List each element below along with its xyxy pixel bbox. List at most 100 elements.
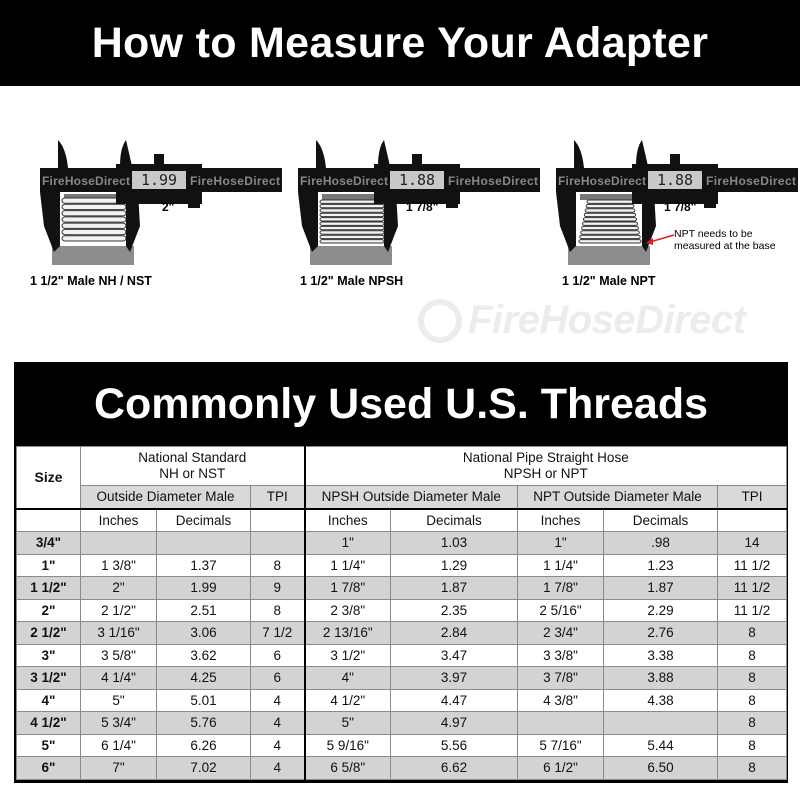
cell-npsh-inches: 4"	[303, 666, 392, 690]
table-row: 4" 5" 5.01 4 4 1/2" 4.47 4 3/8" 4.38 8	[16, 688, 788, 712]
cell-npt-tpi: 11 1/2	[717, 553, 788, 577]
moving-lower-jaw	[632, 192, 656, 252]
table-row: 2" 2 1/2" 2.51 8 2 3/8" 2.35 2 5/16" 2.29 11 1/2	[16, 598, 788, 622]
cell-npsh-inches: 4 1/2"	[303, 688, 392, 712]
thread-ridge	[61, 222, 127, 229]
fitting-base	[52, 246, 134, 265]
table-row: 3 1/2" 4 1/4" 4.25 6 4" 3.97 3 7/8" 3.88 8	[16, 666, 788, 690]
thread-ridge	[319, 217, 385, 222]
cell-npsh-inches: 1 7/8"	[303, 576, 392, 600]
cell-nh-tpi: 7 1/2	[249, 621, 306, 645]
cell-size: 4"	[16, 688, 81, 712]
cell-npsh-decimals: 1.29	[390, 553, 519, 577]
header-tpi-1: TPI	[249, 485, 306, 510]
brand-text-right: FireHoseDirect	[706, 174, 796, 188]
cell-npt-tpi: 8	[717, 688, 788, 712]
caliper-icon: 1.88 FireHoseDirect FireHoseDirect	[556, 140, 798, 265]
fixed-lower-jaw	[40, 192, 60, 252]
table-row: 3" 3 5/8" 3.62 6 3 1/2" 3.47 3 3/8" 3.38 8	[16, 643, 788, 667]
thread-ridge	[579, 234, 641, 240]
table-row: 1 1/2" 2" 1.99 9 1 7/8" 1.87 1 7/8" 1.87 11 1/2	[16, 576, 788, 600]
cell-size: 4 1/2"	[16, 711, 81, 735]
caption-npt: 1 1/2" Male NPT	[562, 274, 656, 288]
cell-nh-inches: 3 1/16"	[80, 621, 157, 645]
cell-npt-inches: 3 7/8"	[517, 666, 605, 690]
caption-npsh: 1 1/2" Male NPSH	[300, 274, 404, 288]
cell-npsh-inches: 1"	[303, 531, 392, 555]
caliper-npt: 1.88 FireHoseDirect FireHoseDirect 1 7/8…	[552, 136, 800, 271]
moving-upper-jaw	[120, 140, 132, 166]
display-reading: 1.88	[399, 171, 435, 189]
units-decimals: Decimals	[390, 508, 519, 532]
cell-npt-tpi: 8	[717, 643, 788, 667]
header-npsh-od: NPSH Outside Diameter Male	[303, 485, 519, 510]
fixed-upper-jaw	[574, 140, 584, 168]
fitting-top	[322, 194, 382, 200]
cell-npt-tpi: 11 1/2	[717, 598, 788, 622]
cell-npt-inches: 1 7/8"	[517, 576, 605, 600]
thread-ridge	[581, 225, 639, 231]
cell-npsh-inches: 6 5/8"	[303, 756, 392, 780]
thread-ridge	[586, 199, 634, 204]
cell-size: 5"	[16, 733, 81, 757]
table-row: 1" 1 3/8" 1.37 8 1 1/4" 1.29 1 1/4" 1.23 11 1/2	[16, 553, 788, 577]
cell-npt-inches: 3 3/8"	[517, 643, 605, 667]
units-blank	[249, 508, 306, 532]
cell-nh-inches: 7"	[80, 756, 157, 780]
cell-npt-inches: 1 1/4"	[517, 553, 605, 577]
threads-table-panel: Commonly Used U.S. Threads Size National…	[14, 362, 788, 783]
cell-npsh-inches: 2 3/8"	[303, 598, 392, 622]
cell-nh-tpi	[249, 531, 306, 555]
cell-npsh-decimals: 5.56	[390, 733, 519, 757]
fixed-upper-jaw	[58, 140, 68, 168]
fitting-base	[568, 246, 650, 265]
units-inches: Inches	[517, 508, 605, 532]
cell-nh-inches	[80, 531, 157, 555]
cell-nh-tpi: 6	[249, 643, 306, 667]
cell-npt-decimals: 1.87	[603, 576, 719, 600]
thread-ridge	[61, 210, 127, 217]
cell-nh-decimals: 7.02	[156, 756, 251, 780]
digital-display	[390, 171, 444, 189]
cell-size: 3/4"	[16, 531, 81, 555]
cell-nh-tpi: 4	[249, 756, 306, 780]
thread-ridge	[319, 234, 385, 240]
thread-ridge	[319, 230, 385, 235]
cell-npt-decimals: 6.50	[603, 756, 719, 780]
table-row: 5" 6 1/4" 6.26 4 5 9/16" 5.56 5 7/16" 5.44 8	[16, 733, 788, 757]
watermark-logo: FireHoseDirect	[418, 298, 746, 343]
fitting-top	[64, 194, 124, 200]
fitting-top	[580, 194, 640, 200]
table-title: Commonly Used U.S. Threads	[93, 379, 709, 428]
table-row: 6" 7" 7.02 4 6 5/8" 6.62 6 1/2" 6.50 8	[16, 756, 788, 780]
cell-npt-decimals: 3.38	[603, 643, 719, 667]
thread-ridge	[319, 221, 385, 226]
cell-npt-decimals: 4.38	[603, 688, 719, 712]
cell-size: 3"	[16, 643, 81, 667]
table-row: 3/4" 1" 1.03 1" .98 14	[16, 531, 788, 555]
cell-size: 1"	[16, 553, 81, 577]
units-inches: Inches	[303, 508, 392, 532]
cell-npt-decimals: 1.23	[603, 553, 719, 577]
cell-npt-decimals: 2.76	[603, 621, 719, 645]
thread-ridge	[583, 212, 637, 218]
units-decimals: Decimals	[156, 508, 251, 532]
cell-nh-decimals: 4.25	[156, 666, 251, 690]
cell-npsh-decimals: 6.62	[390, 756, 519, 780]
cell-npt-tpi: 8	[717, 666, 788, 690]
thread-ridge	[585, 203, 635, 209]
caliper-nh: 1.99 FireHoseDirect FireHoseDirect 2"	[36, 136, 286, 271]
cell-nh-inches: 5"	[80, 688, 157, 712]
cell-npsh-decimals: 2.35	[390, 598, 519, 622]
brand-text-left: FireHoseDirect	[300, 174, 388, 188]
cell-nh-decimals: 2.51	[156, 598, 251, 622]
cell-size: 1 1/2"	[16, 576, 81, 600]
cell-nh-decimals: 3.62	[156, 643, 251, 667]
cell-npsh-decimals: 3.97	[390, 666, 519, 690]
cell-npt-decimals: 2.29	[603, 598, 719, 622]
fitting-base	[310, 246, 392, 265]
cell-nh-decimals: 1.99	[156, 576, 251, 600]
npt-note: NPT needs to be measured at the base	[674, 228, 776, 252]
fixed-upper-jaw	[316, 140, 326, 168]
display-reading: 1.88	[657, 171, 693, 189]
